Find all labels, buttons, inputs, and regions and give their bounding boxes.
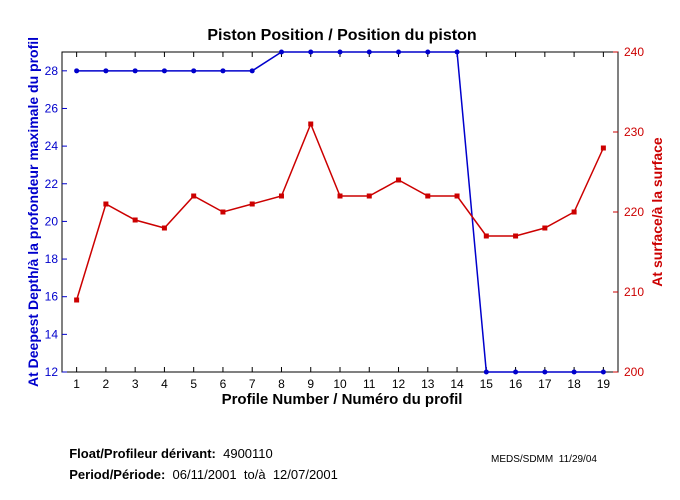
right-axis-label: At surface/à la surface bbox=[649, 137, 665, 287]
chart-title: Piston Position / Position du piston bbox=[207, 27, 476, 44]
left-tick-label: 28 bbox=[45, 64, 59, 78]
period-label: Period/Période: bbox=[69, 467, 166, 482]
x-tick-label: 19 bbox=[597, 377, 611, 391]
x-tick-label: 2 bbox=[103, 377, 110, 391]
credit-text: MEDS/SDMM 11/29/04 bbox=[491, 454, 597, 465]
x-tick-label: 16 bbox=[509, 377, 523, 391]
series-point-right bbox=[220, 209, 226, 215]
series-point-left bbox=[366, 49, 372, 55]
series-point-right bbox=[483, 233, 489, 239]
series-point-left bbox=[278, 49, 284, 55]
x-tick-label: 7 bbox=[249, 377, 256, 391]
period-end: 12/07/2001 bbox=[272, 467, 338, 482]
series-point-right bbox=[161, 225, 167, 231]
series-point-right bbox=[542, 225, 548, 231]
x-tick-label: 13 bbox=[421, 377, 435, 391]
series-point-right bbox=[249, 201, 255, 207]
left-tick-label: 20 bbox=[45, 214, 59, 228]
series-point-right bbox=[337, 193, 343, 199]
series-layer bbox=[74, 49, 606, 375]
left-tick-label: 16 bbox=[45, 290, 59, 304]
left-tick-label: 18 bbox=[45, 252, 59, 266]
left-tick-label: 14 bbox=[45, 327, 59, 341]
x-tick-label: 3 bbox=[132, 377, 139, 391]
x-tick-label: 10 bbox=[333, 377, 347, 391]
x-tick-label: 6 bbox=[220, 377, 227, 391]
period-start: 06/11/2001 bbox=[172, 467, 237, 482]
left-tick-label: 24 bbox=[45, 139, 59, 153]
series-point-left bbox=[396, 49, 402, 55]
x-tick-label: 12 bbox=[392, 377, 406, 391]
x-tick-label: 9 bbox=[307, 377, 314, 391]
series-point-right bbox=[600, 145, 606, 151]
right-tick-label: 240 bbox=[624, 45, 644, 59]
left-axis-label: At Deepest Depth/à la profondeur maximal… bbox=[25, 37, 41, 387]
period-to: to/à bbox=[243, 467, 266, 482]
series-point-left bbox=[513, 369, 519, 375]
series-point-left bbox=[425, 49, 431, 55]
left-axis-ticks: 12 14 16 18 20 22 24 26 28 bbox=[45, 64, 67, 379]
float-id-line: Float/Profileur dérivant: 4900110 bbox=[62, 431, 273, 461]
series-point-left bbox=[600, 369, 606, 375]
series-point-right bbox=[308, 121, 314, 127]
x-tick-label: 17 bbox=[538, 377, 552, 391]
series-point-right bbox=[74, 297, 80, 303]
x-tick-label: 5 bbox=[190, 377, 197, 391]
series-point-right bbox=[366, 193, 372, 199]
series-point-left bbox=[483, 369, 489, 375]
series-point-left bbox=[454, 49, 460, 55]
series-point-left bbox=[571, 369, 577, 375]
x-tick-label: 14 bbox=[450, 377, 464, 391]
right-tick-label: 230 bbox=[624, 125, 644, 139]
series-point-left bbox=[161, 68, 167, 74]
right-tick-label: 220 bbox=[624, 205, 644, 219]
series-point-left bbox=[337, 49, 343, 55]
plot-frame bbox=[61, 51, 619, 373]
series-point-right bbox=[103, 201, 109, 207]
x-tick-label: 18 bbox=[567, 377, 581, 391]
series-point-left bbox=[542, 369, 548, 375]
left-tick-label: 22 bbox=[45, 177, 59, 191]
x-tick-label: 8 bbox=[278, 377, 285, 391]
series-point-left bbox=[132, 68, 138, 74]
x-tick-label: 11 bbox=[363, 377, 376, 391]
series-point-right bbox=[454, 193, 460, 199]
x-tick-label: 4 bbox=[161, 377, 168, 391]
series-point-left bbox=[220, 68, 226, 74]
series-point-right bbox=[396, 177, 402, 183]
right-tick-label: 210 bbox=[624, 285, 644, 299]
x-axis-ticks: 1 2 3 4 5 6 7 8 9 10 11 12 13 14 15 16 17 18 19 bbox=[73, 52, 610, 391]
series-point-left bbox=[103, 68, 109, 74]
float-label: Float/Profileur dérivant: bbox=[69, 446, 216, 461]
series-point-left bbox=[308, 49, 314, 55]
period-line: Period/Période: 06/11/2001 to/à 12/07/20… bbox=[62, 452, 338, 482]
series-line-left bbox=[76, 51, 604, 373]
left-tick-label: 26 bbox=[45, 101, 59, 115]
series-point-right bbox=[425, 193, 431, 199]
series-point-left bbox=[249, 68, 255, 74]
right-tick-label: 200 bbox=[624, 365, 644, 379]
series-point-right bbox=[513, 233, 519, 239]
series-point-right bbox=[132, 217, 138, 223]
series-point-left bbox=[191, 68, 197, 74]
x-axis-label: Profile Number / Numéro du profil bbox=[222, 391, 463, 408]
right-axis-ticks: 200 210 220 230 240 bbox=[613, 45, 644, 379]
series-point-right bbox=[191, 193, 197, 199]
series-line-right bbox=[75, 122, 605, 301]
series-point-right bbox=[571, 209, 577, 215]
x-tick-label: 1 bbox=[73, 377, 80, 391]
x-tick-label: 15 bbox=[480, 377, 494, 391]
series-point-left bbox=[74, 68, 80, 74]
float-value: 4900110 bbox=[223, 446, 273, 461]
series-point-right bbox=[278, 193, 284, 199]
left-tick-label: 12 bbox=[45, 365, 59, 379]
